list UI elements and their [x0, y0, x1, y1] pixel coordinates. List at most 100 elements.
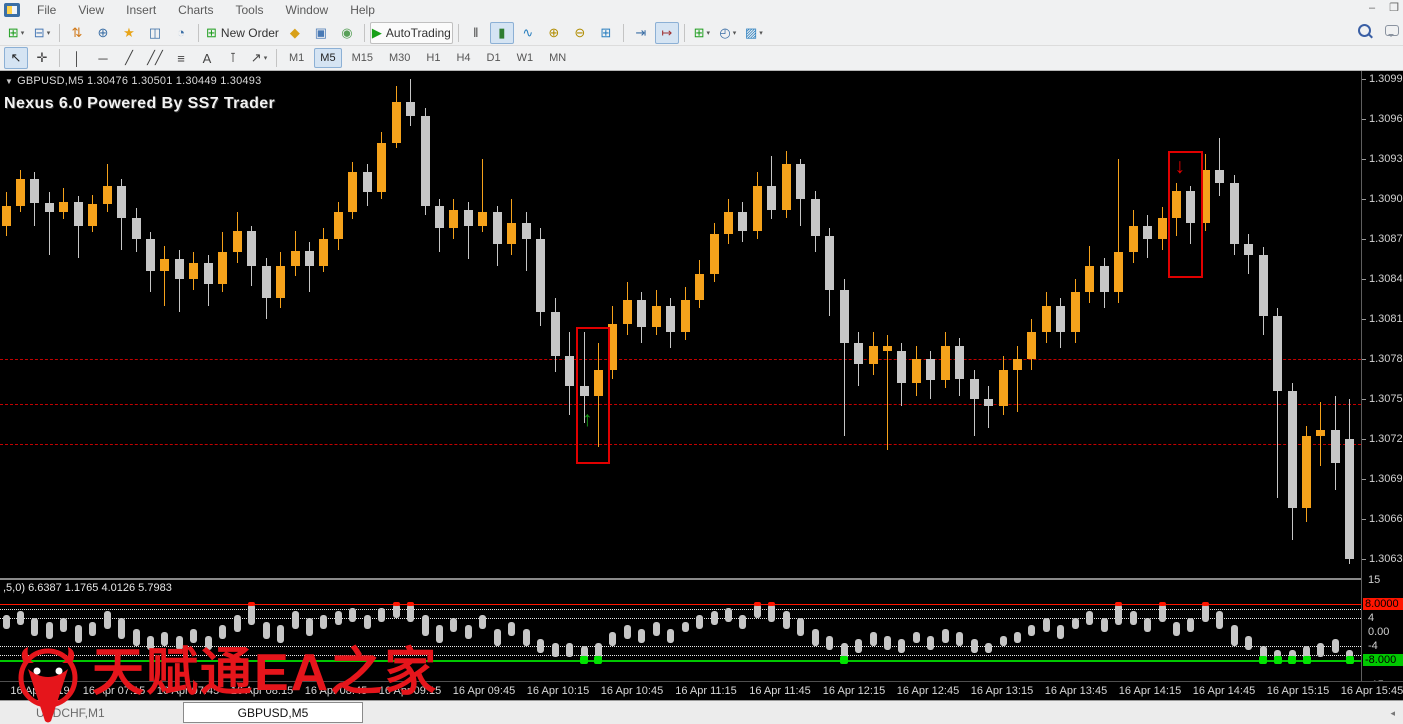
navigator-icon: ⊕ [97, 24, 109, 40]
candle-wick [973, 369, 975, 437]
candle [724, 212, 733, 234]
chevron-down-icon[interactable]: ▾ [759, 29, 763, 37]
menu-charts[interactable]: Charts [178, 3, 214, 17]
indicator-bar [941, 628, 949, 643]
timeframe-h1[interactable]: H1 [426, 52, 441, 64]
vertical-line-tool-button[interactable]: │ [65, 47, 89, 69]
cursor-tool-button[interactable]: ↖ [4, 47, 28, 69]
bar-chart-button[interactable]: ‖ [464, 22, 488, 44]
indicator-bar [378, 607, 386, 622]
arrows-tool-button[interactable]: ↗ ▾ [247, 47, 271, 69]
profiles-button[interactable]: ⊟ ▾ [30, 22, 54, 44]
search-icon[interactable] [1358, 24, 1371, 37]
indicator-bar [16, 611, 24, 625]
indicator-plot [0, 580, 1361, 680]
indicator-green-cap [1288, 656, 1297, 664]
candle [492, 212, 502, 245]
candle [507, 223, 517, 245]
new-order-label: New Order [220, 25, 279, 40]
label-tool-button[interactable]: ⊺ [221, 47, 245, 69]
menu-insert[interactable]: Insert [126, 3, 157, 17]
chevron-down-icon[interactable]: ▾ [706, 29, 711, 37]
pane-splitter[interactable] [0, 578, 1403, 580]
text-tool-button[interactable]: A [195, 47, 219, 69]
chevron-down-icon[interactable]: ▾ [263, 55, 268, 62]
line-chart-button[interactable]: ∿ [516, 22, 540, 44]
horizontal-line-tool-icon: ─ [98, 50, 108, 66]
indicator-lower-badge: -8.000 [1363, 654, 1403, 666]
candlestick-chart-button[interactable]: ▮ [489, 21, 514, 44]
timeframe-d1[interactable]: D1 [486, 52, 501, 64]
experts-button[interactable]: ▣ [309, 22, 333, 44]
templates-button[interactable]: ▨ ▾ [742, 22, 766, 44]
price-axis-tick [1362, 359, 1366, 360]
chevron-down-icon[interactable]: ▾ [46, 29, 51, 37]
chart-shift-button[interactable]: ↦ [654, 21, 679, 44]
candle [117, 185, 127, 218]
indicator-upper-level-line [0, 604, 1361, 605]
chevron-down-icon[interactable]: ▾ [732, 29, 737, 37]
menu-tools[interactable]: Tools [235, 3, 264, 17]
drawing-timeframe-toolbar: ↖ ✛ │ ─ ╱ ╱╱ ≡ A ⊺ ↗ ▾ M1 M5 M15 M30 H1 H4 D1 W1 MN [0, 46, 1403, 71]
auto-scroll-button[interactable]: ⇥ [629, 22, 653, 44]
candle [767, 185, 777, 210]
new-chart-button[interactable]: ⊞ ▾ [4, 22, 28, 44]
favorites-button[interactable]: ★ [117, 22, 141, 44]
timeframe-m15[interactable]: M15 [351, 52, 373, 64]
candle [449, 209, 459, 229]
timeframe-m1[interactable]: M1 [289, 52, 305, 64]
market-watch-button[interactable]: ⇅ [65, 22, 89, 44]
strategy-tester-button[interactable]: ◔ [169, 22, 193, 44]
data-window-button[interactable]: ◫ [143, 22, 167, 44]
candle [1027, 332, 1037, 359]
tile-windows-button[interactable]: ⊞ [594, 22, 618, 44]
timeframe-m30[interactable]: M30 [388, 52, 411, 64]
timeframe-h4[interactable]: H4 [456, 52, 471, 64]
autotrading-button[interactable]: ▶ AutoTrading [369, 21, 453, 44]
periods-button[interactable]: ◴ ▾ [716, 22, 740, 44]
price-axis[interactable]: 1.3099 1.3096 1.3093 1.3090 1.3087 1.3084 1.30… [1361, 71, 1403, 701]
chat-icon[interactable] [1385, 25, 1399, 37]
indicator-bar [334, 611, 342, 625]
candle [1041, 305, 1051, 333]
menu-window[interactable]: Window [285, 3, 329, 17]
time-axis-label: 16 Apr 15:45 [1340, 685, 1403, 697]
zoom-out-icon: ⊖ [574, 24, 586, 40]
toolbar-separator [622, 23, 624, 42]
time-axis[interactable]: 16 Apr 2019 16 Apr 07:15 16 Apr 07:45 16 Ap… [0, 681, 1403, 701]
channel-tool-button[interactable]: ╱╱ [143, 47, 167, 69]
indicator-bar [652, 621, 660, 636]
candle [1128, 225, 1138, 253]
chart-tab-gbpusd-m5[interactable]: GBPUSD,M5 [183, 702, 363, 723]
chart-tab-usdchf-m1[interactable]: USDCHF,M1 [36, 706, 105, 720]
price-pane[interactable]: ▼ GBPUSD,M5 1.30476 1.30501 1.30449 1.304… [0, 71, 1361, 578]
marketplace-button[interactable]: ◉ [335, 22, 359, 44]
timeframe-mn[interactable]: MN [549, 52, 567, 64]
tab-scroll-left-icon[interactable]: ◂ [1390, 708, 1395, 718]
chevron-down-icon[interactable]: ▾ [20, 29, 25, 37]
indicators-button[interactable]: ⊞ ▾ [690, 22, 714, 44]
restore-button[interactable]: ❐ [1389, 2, 1399, 14]
symbol-dropdown-icon[interactable]: ▼ [5, 77, 14, 86]
menu-view[interactable]: View [78, 3, 105, 17]
trendline-tool-button[interactable]: ╱ [117, 47, 141, 69]
zoom-in-button[interactable]: ⊕ [542, 22, 566, 44]
timeframe-m5[interactable]: M5 [314, 48, 342, 68]
indicator-pane[interactable]: ,5,0) 6.6387 1.1765 4.0126 5.7983 [0, 580, 1361, 680]
menu-help[interactable]: Help [350, 3, 375, 17]
indicator-bar [118, 618, 126, 639]
price-axis-tick [1362, 159, 1366, 160]
zoom-out-button[interactable]: ⊖ [568, 22, 592, 44]
horizontal-line-tool-button[interactable]: ─ [91, 47, 115, 69]
new-order-button[interactable]: ⊞ New Order [204, 22, 281, 44]
crosshair-tool-button[interactable]: ✛ [30, 47, 54, 69]
candle [984, 399, 994, 406]
script-button[interactable]: ◆ [283, 22, 307, 44]
candle [781, 164, 791, 210]
navigator-button[interactable]: ⊕ [91, 22, 115, 44]
fibonacci-tool-button[interactable]: ≡ [169, 47, 193, 69]
price-axis-label: 1.3096 [1369, 113, 1403, 125]
timeframe-w1[interactable]: W1 [516, 52, 534, 64]
minimize-button[interactable]: – [1368, 2, 1376, 14]
menu-file[interactable]: File [37, 3, 57, 17]
